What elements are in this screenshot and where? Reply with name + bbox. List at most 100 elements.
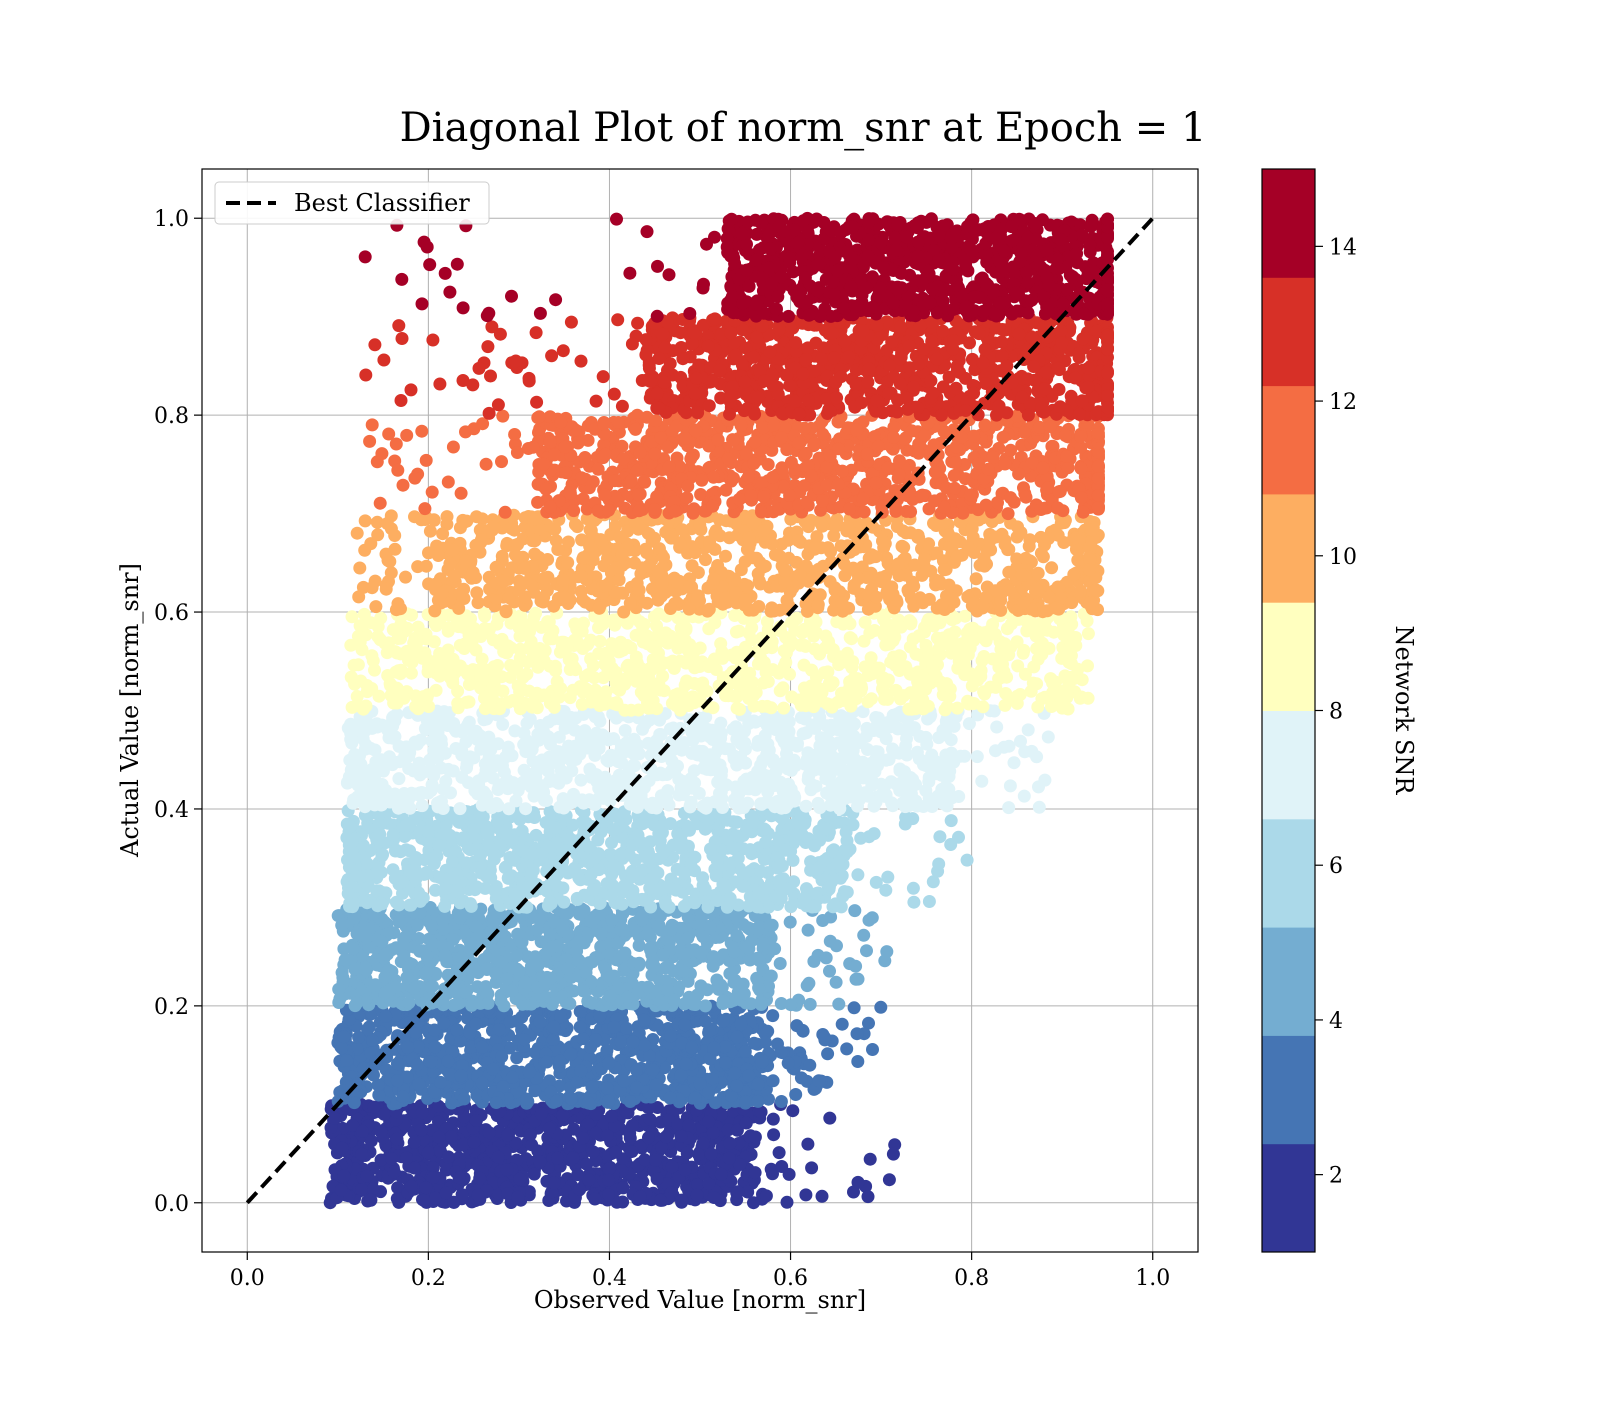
data-point [730, 910, 743, 923]
data-point-outlier [832, 998, 845, 1011]
data-point [649, 1154, 662, 1167]
data-point [735, 1018, 748, 1031]
data-point [369, 978, 382, 991]
data-point [617, 923, 630, 936]
data-point [739, 1095, 752, 1108]
data-point [525, 960, 538, 973]
data-point [730, 1079, 743, 1092]
data-point [464, 937, 477, 950]
data-point [489, 885, 502, 898]
data-point [436, 914, 449, 927]
data-point [605, 913, 618, 926]
data-point-outlier [804, 998, 817, 1011]
data-point [699, 883, 712, 896]
data-point [405, 1180, 418, 1193]
data-point [472, 774, 485, 787]
data-point [717, 1015, 730, 1028]
data-point [702, 813, 715, 826]
data-point [819, 747, 832, 760]
data-point [603, 1162, 616, 1175]
data-point [490, 1096, 503, 1109]
data-point [685, 725, 698, 738]
data-point [420, 723, 433, 736]
data-point [825, 777, 838, 790]
data-point [617, 1181, 630, 1194]
data-point [435, 795, 448, 808]
data-point [442, 1150, 455, 1163]
data-point [633, 939, 646, 952]
data-point [678, 1163, 691, 1176]
data-point [627, 1035, 640, 1048]
data-point [771, 795, 784, 808]
data-point-outlier [357, 794, 370, 807]
data-point [711, 894, 724, 907]
data-point-outlier [958, 750, 971, 763]
data-point [685, 1041, 698, 1054]
data-point [391, 1074, 404, 1087]
data-point [615, 847, 628, 860]
data-point [534, 1155, 547, 1168]
data-point [367, 1182, 380, 1195]
data-point [675, 1194, 688, 1207]
data-point [577, 985, 590, 998]
data-point [692, 1148, 705, 1161]
data-point-outlier [989, 744, 1002, 757]
data-point [617, 949, 630, 962]
data-point [418, 765, 431, 778]
data-point [488, 848, 501, 861]
data-point [913, 730, 926, 743]
data-point [644, 799, 657, 812]
data-point [481, 824, 494, 837]
data-point [572, 794, 585, 807]
data-point [409, 854, 422, 867]
data-point [567, 1151, 580, 1164]
data-point [642, 1131, 655, 1144]
data-point [801, 746, 814, 759]
chart-title: Diagonal Plot of norm_snr at Epoch = 1 [400, 105, 1207, 151]
data-point [778, 844, 791, 857]
data-point [386, 711, 399, 724]
data-point [507, 776, 520, 789]
data-point [704, 748, 717, 761]
data-point-outlier [874, 1001, 887, 1014]
data-point [742, 940, 755, 953]
data-point [619, 724, 632, 737]
data-point [681, 782, 694, 795]
data-point [483, 1126, 496, 1139]
data-point-outlier [932, 858, 945, 871]
data-point [535, 1107, 548, 1120]
data-point [664, 1030, 677, 1043]
data-point [723, 859, 736, 872]
data-point [576, 1132, 589, 1145]
data-point [642, 927, 655, 940]
data-point [590, 775, 603, 788]
data-point [904, 771, 917, 784]
data-point [586, 997, 599, 1010]
data-point [565, 764, 578, 777]
data-point [419, 967, 432, 980]
data-point [753, 923, 766, 936]
data-point-outlier [948, 720, 961, 733]
data-point [922, 775, 935, 788]
data-point [563, 997, 576, 1010]
data-point [715, 769, 728, 782]
data-point [495, 1050, 508, 1063]
data-point [502, 745, 515, 758]
data-point [811, 863, 824, 876]
data-point [587, 883, 600, 896]
data-point-outlier [768, 942, 781, 955]
data-point [526, 847, 539, 860]
data-point [429, 1041, 442, 1054]
data-point [432, 726, 445, 739]
data-point-outlier [848, 904, 861, 917]
data-point-outlier [1025, 745, 1038, 758]
data-point [655, 728, 668, 741]
data-point [609, 1146, 622, 1159]
data-point [371, 899, 384, 912]
data-point [728, 793, 741, 806]
data-point-outlier [335, 1184, 348, 1197]
data-point [537, 726, 550, 739]
data-point [505, 961, 518, 974]
data-point [689, 1092, 702, 1105]
data-point [487, 917, 500, 930]
